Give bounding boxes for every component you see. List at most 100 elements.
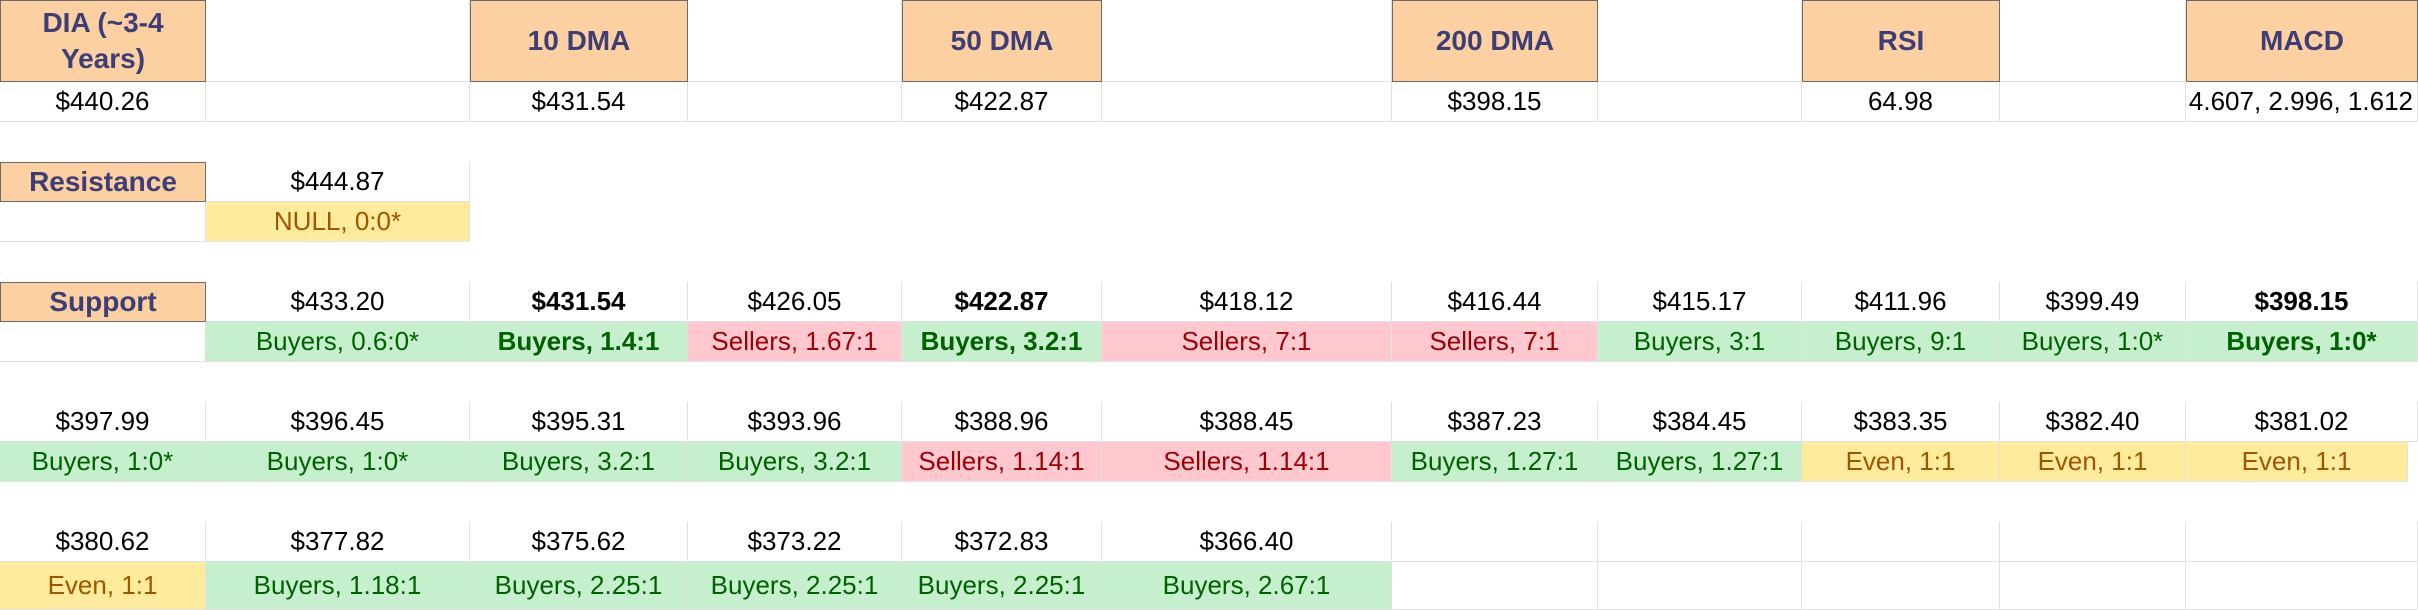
support-price-row-1: Support $433.20 $431.54 $426.05 $422.87 … (0, 282, 2418, 322)
empty-cell[interactable] (688, 0, 902, 82)
support-ratio[interactable]: Buyers, 1:0* (206, 442, 470, 482)
support-ratio[interactable]: Buyers, 1.27:1 (1598, 442, 1802, 482)
support-ratio[interactable]: Buyers, 1:0* (0, 442, 206, 482)
support-price[interactable]: $381.02 (2186, 402, 2418, 442)
resistance-ratio[interactable]: NULL, 0:0* (206, 202, 470, 242)
support-ratio[interactable]: Buyers, 2.25:1 (902, 562, 1102, 610)
empty-cell[interactable] (1102, 82, 1392, 122)
empty-cell[interactable] (2000, 562, 2186, 610)
support-ratio[interactable]: Buyers, 1:0* (2186, 322, 2418, 362)
empty-cell[interactable] (1392, 522, 1598, 562)
dma50-header[interactable]: 50 DMA (902, 0, 1102, 82)
support-ratio-row-2: Buyers, 1:0* Buyers, 1:0* Buyers, 3.2:1 … (0, 442, 2418, 482)
support-price[interactable]: $380.62 (0, 522, 206, 562)
rsi-header[interactable]: RSI (1802, 0, 2000, 82)
support-ratio[interactable]: Sellers, 1.67:1 (688, 322, 902, 362)
support-price[interactable]: $411.96 (1802, 282, 2000, 322)
support-ratio[interactable]: Buyers, 9:1 (1802, 322, 2000, 362)
dma200-value[interactable]: $398.15 (1392, 82, 1598, 122)
blank-row (0, 242, 2418, 282)
support-price[interactable]: $383.35 (1802, 402, 2000, 442)
dma10-value[interactable]: $431.54 (470, 82, 688, 122)
empty-cell[interactable] (2000, 522, 2186, 562)
support-price[interactable]: $399.49 (2000, 282, 2186, 322)
support-price[interactable]: $388.96 (902, 402, 1102, 442)
support-price[interactable]: $366.40 (1102, 522, 1392, 562)
empty-cell[interactable] (1802, 562, 2000, 610)
support-price[interactable]: $422.87 (902, 282, 1102, 322)
support-price[interactable]: $384.45 (1598, 402, 1802, 442)
empty-cell[interactable] (2000, 82, 2186, 122)
empty-cell[interactable] (688, 82, 902, 122)
resistance-ratio-row: NULL, 0:0* (0, 202, 2418, 242)
dma10-header[interactable]: 10 DMA (470, 0, 688, 82)
support-ratio[interactable]: Sellers, 7:1 (1392, 322, 1598, 362)
support-price[interactable]: $372.83 (902, 522, 1102, 562)
macd-header[interactable]: MACD (2186, 0, 2418, 82)
support-price-row-2: $397.99 $396.45 $395.31 $393.96 $388.96 … (0, 402, 2418, 442)
support-price[interactable]: $377.82 (206, 522, 470, 562)
support-price[interactable]: $393.96 (688, 402, 902, 442)
empty-cell[interactable] (206, 0, 470, 82)
support-ratio[interactable]: Buyers, 2.25:1 (688, 562, 902, 610)
support-ratio[interactable]: Buyers, 3.2:1 (902, 322, 1102, 362)
empty-cell[interactable] (2000, 0, 2186, 82)
dia-header[interactable]: DIA (~3-4 Years) (0, 0, 206, 82)
support-ratio[interactable]: Buyers, 3.2:1 (470, 442, 688, 482)
support-ratio[interactable]: Even, 1:1 (2186, 442, 2408, 482)
empty-cell[interactable] (1598, 82, 1802, 122)
support-price[interactable]: $418.12 (1102, 282, 1392, 322)
support-ratio[interactable]: Buyers, 3.2:1 (688, 442, 902, 482)
support-price[interactable]: $375.62 (470, 522, 688, 562)
support-price[interactable]: $387.23 (1392, 402, 1598, 442)
support-ratio[interactable]: Sellers, 7:1 (1102, 322, 1392, 362)
support-ratio[interactable]: Even, 1:1 (2000, 442, 2186, 482)
resistance-row: Resistance $444.87 (0, 162, 2418, 202)
support-price[interactable]: $395.31 (470, 402, 688, 442)
empty-cell[interactable] (0, 202, 206, 242)
support-ratio[interactable]: Buyers, 2.25:1 (470, 562, 688, 610)
support-label[interactable]: Support (0, 282, 206, 322)
empty-cell[interactable] (1102, 0, 1392, 82)
empty-cell[interactable] (1598, 562, 1802, 610)
support-ratio[interactable]: Buyers, 1:0* (2000, 322, 2186, 362)
blank-row (0, 482, 2418, 522)
dma50-value[interactable]: $422.87 (902, 82, 1102, 122)
blank-row (0, 122, 2418, 162)
support-price[interactable]: $416.44 (1392, 282, 1598, 322)
empty-cell[interactable] (206, 82, 470, 122)
support-ratio[interactable]: Buyers, 1.27:1 (1392, 442, 1598, 482)
empty-cell[interactable] (1598, 0, 1802, 82)
support-ratio[interactable]: Buyers, 1.18:1 (206, 562, 470, 610)
empty-cell[interactable] (1392, 562, 1598, 610)
support-price[interactable]: $397.99 (0, 402, 206, 442)
support-price[interactable]: $415.17 (1598, 282, 1802, 322)
support-ratio[interactable]: Sellers, 1.14:1 (902, 442, 1102, 482)
support-ratio[interactable]: Buyers, 0.6:0* (206, 322, 470, 362)
support-price[interactable]: $396.45 (206, 402, 470, 442)
support-price[interactable]: $431.54 (470, 282, 688, 322)
support-ratio[interactable]: Even, 1:1 (0, 562, 206, 610)
empty-cell[interactable] (2186, 562, 2418, 610)
empty-cell[interactable] (0, 322, 206, 362)
rsi-value[interactable]: 64.98 (1802, 82, 2000, 122)
support-price[interactable]: $382.40 (2000, 402, 2186, 442)
support-ratio[interactable]: Buyers, 2.67:1 (1102, 562, 1392, 610)
support-price[interactable]: $388.45 (1102, 402, 1392, 442)
macd-value[interactable]: 4.607, 2.996, 1.612 (2186, 82, 2418, 122)
support-price[interactable]: $373.22 (688, 522, 902, 562)
empty-cell[interactable] (1598, 522, 1802, 562)
support-ratio[interactable]: Buyers, 1.4:1 (470, 322, 688, 362)
empty-cell[interactable] (2186, 522, 2418, 562)
support-ratio[interactable]: Sellers, 1.14:1 (1102, 442, 1392, 482)
price-value[interactable]: $440.26 (0, 82, 206, 122)
resistance-price[interactable]: $444.87 (206, 162, 470, 202)
resistance-label[interactable]: Resistance (0, 162, 206, 202)
support-price[interactable]: $433.20 (206, 282, 470, 322)
support-ratio[interactable]: Even, 1:1 (1802, 442, 2000, 482)
support-ratio[interactable]: Buyers, 3:1 (1598, 322, 1802, 362)
dma200-header[interactable]: 200 DMA (1392, 0, 1598, 82)
support-price[interactable]: $398.15 (2186, 282, 2418, 322)
empty-cell[interactable] (1802, 522, 2000, 562)
support-price[interactable]: $426.05 (688, 282, 902, 322)
